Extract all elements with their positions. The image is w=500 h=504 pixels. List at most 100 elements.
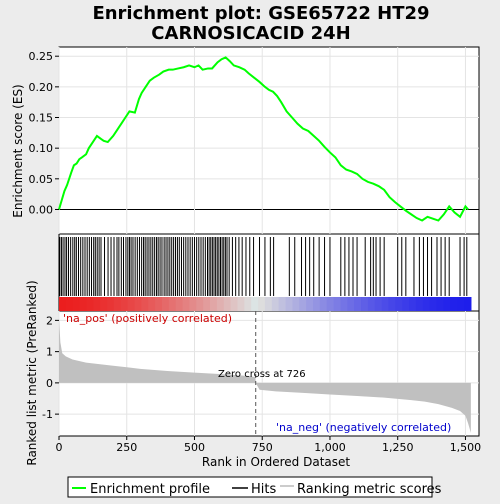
es-y-tick-label: 0.10 [29,142,54,155]
color-bar-segment [134,297,142,311]
ranking-metric-area [59,311,471,436]
color-bar-segment [285,297,293,311]
es-grid [58,47,479,234]
metric-y-tick-label: 0 [46,377,53,390]
color-bar-segment [464,297,472,311]
es-y-tick-label: 0.05 [29,173,54,186]
metric-y-tick-label: -1 [42,408,53,421]
color-bar-segment [306,297,314,311]
color-bar-segment [264,297,273,311]
color-bar-segment [258,297,266,311]
color-bar-segment [374,297,383,311]
es-y-axis-label: Enrichment score (ES) [11,84,25,217]
color-bar-segment [278,297,287,311]
color-bar-segment [251,297,259,311]
es-y-tick-label: 0.20 [29,81,54,94]
zero-cross-label: Zero cross at 726 [218,369,306,380]
x-tick-label: 1,000 [314,441,346,454]
color-bar-segment [216,297,225,311]
legend: Enrichment profile Hits Ranking metric s… [67,476,442,498]
color-bar-segment [168,297,177,311]
color-bar-segment [155,297,163,311]
color-bar-segment [93,297,101,311]
legend-label-enrichment-profile: Enrichment profile [90,482,210,497]
color-bar-segment [319,297,328,311]
color-bar-segment [333,297,342,311]
hit-lines [59,237,468,296]
ranking-metric-fill [59,317,471,433]
color-bar-segment [189,297,197,311]
metric-y-tick-label: 1 [46,346,53,359]
color-bar-segment [161,297,170,311]
color-bar-segment [175,297,184,311]
color-bar-segment [127,297,136,311]
color-bar-segment [299,297,307,311]
color-bar-segment [388,297,396,311]
metric-y-axis-label: Ranked list metric (PreRanked) [25,280,39,465]
color-bar-segment [443,297,451,311]
es-y-tick-label: 0.00 [29,203,54,216]
legend-label-ranking-metric: Ranking metric scores [297,482,442,497]
color-bar-segment [203,297,211,311]
x-tick-label: 250 [116,441,137,454]
x-tick-label: 500 [184,441,205,454]
color-bar-segment [340,297,348,311]
legend-box [67,476,433,498]
color-bar-segment [65,297,74,311]
x-tick-label: 1,250 [382,441,414,454]
legend-label-hits: Hits [251,482,276,497]
color-bar-segment [148,297,156,311]
color-bar-segment [210,297,218,311]
color-bar-segment [361,297,369,311]
color-bar-segment [113,297,122,311]
color-bar-segment [72,297,81,311]
color-bar-segment [100,297,108,311]
es-y-tick-label: 0.15 [29,112,54,125]
na-pos-label: 'na_pos' (positively correlated) [63,312,232,325]
na-neg-label: 'na_neg' (negatively correlated) [276,421,451,434]
color-bar-segment [79,297,88,311]
color-bar-segment [244,297,252,311]
enrichment-profile-line [58,56,469,222]
color-bar-segment [381,297,390,311]
color-bar-segment [86,297,94,311]
x-tick-label: 0 [56,441,63,454]
color-bar-segment [422,297,431,311]
ranked-list-color-bar [59,297,472,311]
color-bar-segment [409,297,417,311]
es-y-tick-label: 0.25 [29,50,54,63]
color-bar-segment [436,297,445,311]
color-bar-segment [120,297,129,311]
color-bar-segment [429,297,438,311]
color-bar-segment [347,297,355,311]
chart-title-line-2: CARNOSICACID 24H [151,23,350,44]
color-bar-segment [402,297,410,311]
color-bar-segment [292,297,300,311]
color-bar-segment [196,297,204,311]
color-bar-segment [59,297,67,311]
x-tick-label: 750 [252,441,273,454]
color-bar-segment [326,297,335,311]
chart-title-line-1: Enrichment plot: GSE65722 HT29 [92,3,429,24]
x-tick-label: 1,500 [450,441,482,454]
color-bar-segment [230,297,239,311]
color-bar-segment [182,297,191,311]
axis-ticks: 0.00 0.05 0.10 0.15 0.20 0.25 -1 0 1 2 0 250 500 750 1… [29,50,482,454]
x-axis-label: Rank in Ordered Dataset [202,455,350,469]
color-bar-segment [415,297,424,311]
color-bar-segment [237,297,245,311]
enrichment-profile-curve [58,56,469,222]
color-bar-segment [457,297,465,311]
es-panel [58,46,480,235]
color-bar-segment [107,297,115,311]
color-bar-segment [354,297,362,311]
metric-y-tick-label: 2 [46,314,53,327]
color-bar-segment [223,297,232,311]
color-bar-segment [312,297,321,311]
color-bar-segment [141,297,149,311]
color-bar-segment [271,297,280,311]
color-bar-segment [395,297,403,311]
color-bar-segment [367,297,376,311]
